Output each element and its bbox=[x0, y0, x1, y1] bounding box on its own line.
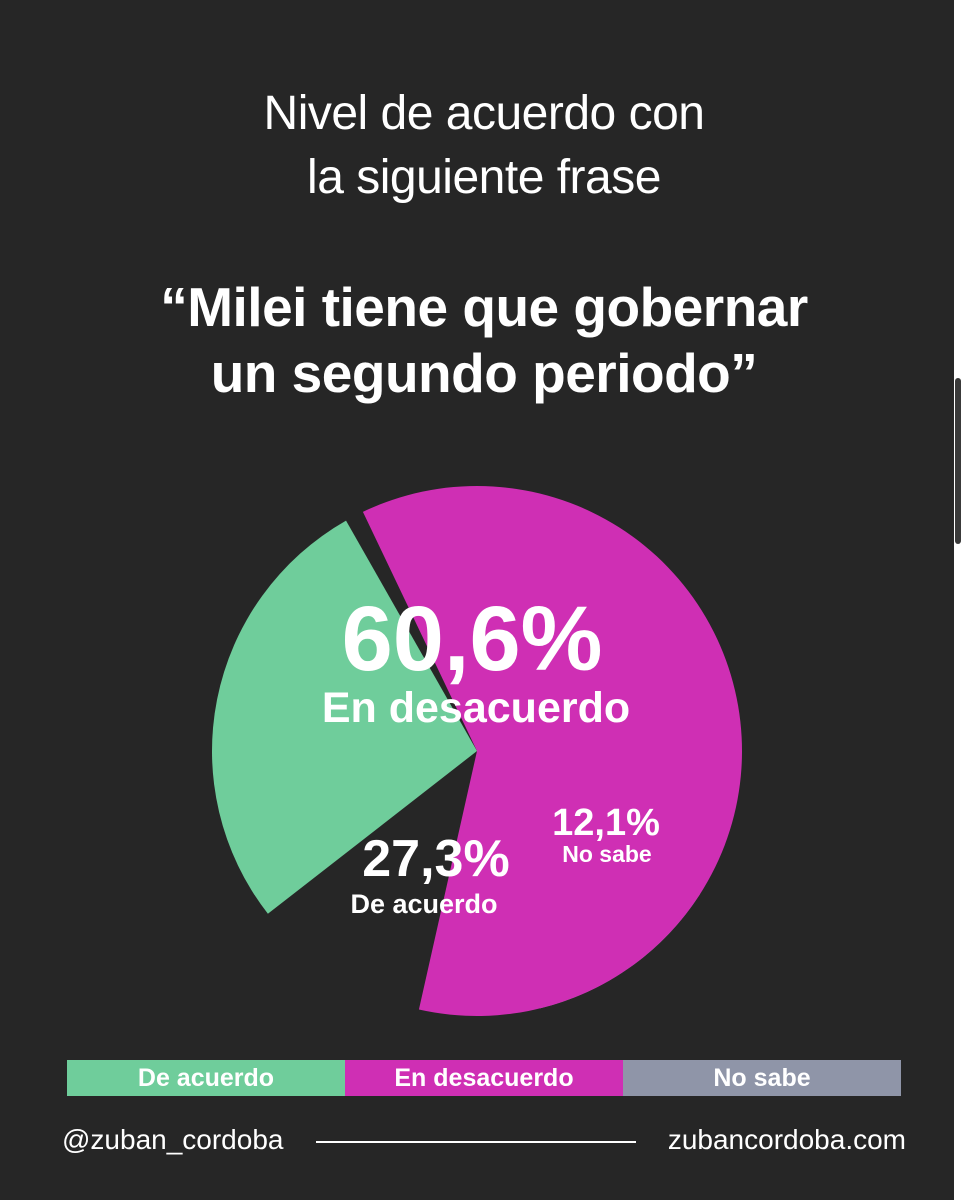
chart-subtitle-quote: “Milei tiene que gobernar un segundo per… bbox=[0, 274, 968, 406]
chart-legend: De acuerdo En desacuerdo No sabe bbox=[67, 1060, 901, 1096]
footer-divider bbox=[316, 1141, 636, 1143]
pie-slice-de-acuerdo bbox=[212, 520, 477, 914]
slice-value-en-desacuerdo: 60,6% bbox=[342, 588, 603, 690]
legend-item-de-acuerdo: De acuerdo bbox=[67, 1060, 345, 1096]
pie-slice-en-desacuerdo bbox=[362, 485, 743, 1016]
slice-value-no-sabe: 12,1% bbox=[552, 802, 660, 844]
quote-line-1: “Milei tiene que gobernar bbox=[160, 276, 808, 338]
slice-label-en-desacuerdo: En desacuerdo bbox=[322, 684, 630, 732]
quote-line-2: un segundo periodo” bbox=[210, 342, 758, 404]
footer-handle: @zuban_cordoba bbox=[62, 1124, 284, 1155]
slice-value-de-acuerdo: 27,3% bbox=[362, 830, 509, 888]
chart-title-line-2: la siguiente frase bbox=[307, 151, 661, 204]
chart-title-line-1: Nivel de acuerdo con bbox=[263, 87, 705, 140]
slice-label-de-acuerdo: De acuerdo bbox=[350, 889, 497, 919]
scrollbar-thumb[interactable] bbox=[955, 378, 961, 544]
chart-title: Nivel de acuerdo con la siguiente frase bbox=[0, 82, 968, 210]
legend-item-no-sabe: No sabe bbox=[623, 1060, 901, 1096]
legend-item-en-desacuerdo: En desacuerdo bbox=[345, 1060, 623, 1096]
footer-website: zubancordoba.com bbox=[667, 1124, 906, 1155]
slice-label-no-sabe: No sabe bbox=[562, 841, 651, 867]
